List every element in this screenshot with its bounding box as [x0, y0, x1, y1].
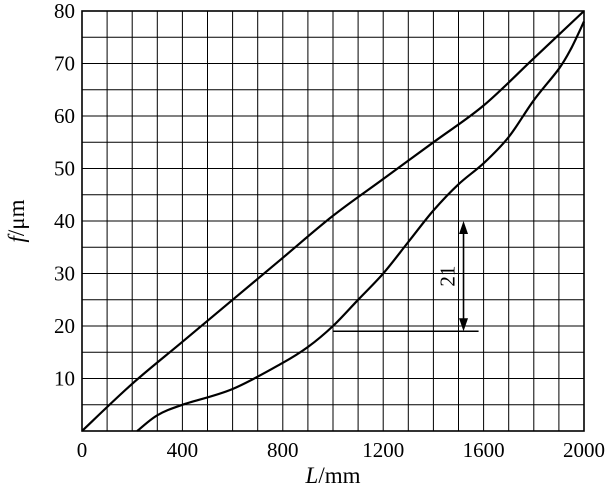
- x-tick-label: 2000: [563, 438, 605, 462]
- series-line-1: [81, 10, 585, 432]
- x-tick-label: 400: [167, 438, 199, 462]
- tick-labels: 0 400 800 1200 1600 2000 10 20 30 40 50 60 70 80: [54, 0, 605, 462]
- annotation-group: 21: [333, 221, 479, 332]
- x-axis-title: L/mm: [305, 463, 361, 488]
- y-tick-label: 50: [54, 157, 75, 181]
- x-tick-label: 1600: [463, 438, 505, 462]
- y-axis-title: f/μm: [4, 199, 29, 242]
- x-tick-label: 1200: [362, 438, 404, 462]
- series-line-2: [136, 21, 585, 432]
- annotation-arrowhead-up: [459, 221, 469, 234]
- y-tick-label: 20: [54, 314, 75, 338]
- x-tick-label: 0: [77, 438, 88, 462]
- x-axis-unit: /mm: [318, 463, 360, 488]
- grid: [82, 11, 584, 431]
- annotation-label: 21: [436, 266, 460, 287]
- y-tick-label: 80: [54, 0, 75, 23]
- annotation-arrowhead-down: [459, 318, 469, 332]
- plot-frame: [81, 10, 585, 432]
- x-tick-label: 800: [267, 438, 299, 462]
- y-tick-label: 10: [54, 367, 75, 391]
- y-tick-label: 70: [54, 52, 75, 76]
- y-tick-label: 30: [54, 262, 75, 286]
- series-group: [81, 10, 585, 432]
- y-tick-label: 40: [54, 209, 75, 233]
- y-tick-label: 60: [54, 104, 75, 128]
- y-axis-var: f: [4, 233, 29, 243]
- y-axis-unit: /μm: [4, 199, 29, 236]
- x-axis-var: L: [305, 463, 319, 488]
